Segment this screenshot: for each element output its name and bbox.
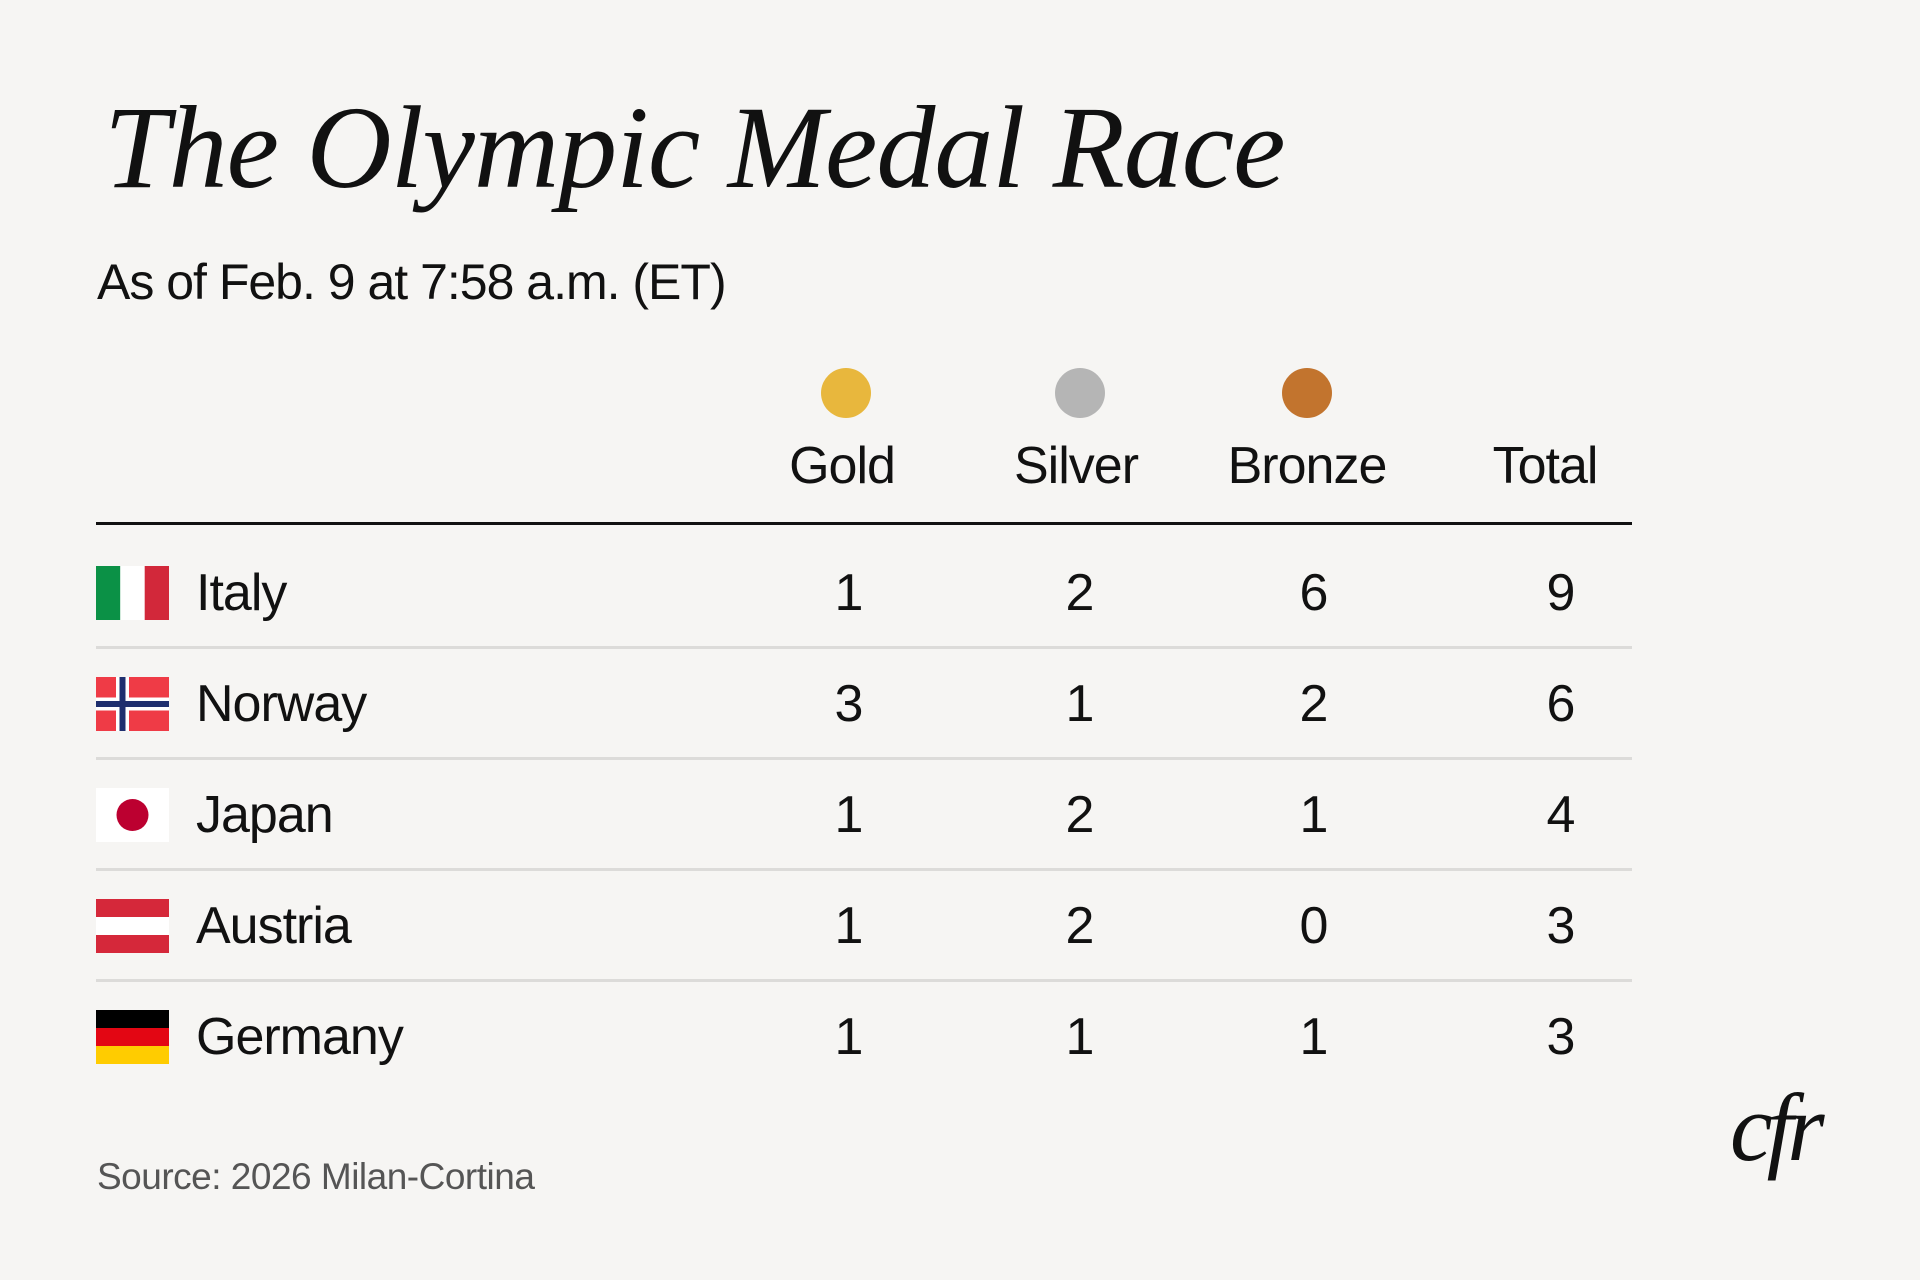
germany-flag-icon	[96, 1010, 169, 1064]
row-divider	[96, 979, 1632, 982]
header-rule	[96, 522, 1632, 525]
bronze-count: 2	[1299, 675, 1329, 733]
gold-count: 3	[834, 675, 864, 733]
column-header-bronze: Bronze	[1227, 437, 1388, 495]
row-divider	[96, 757, 1632, 760]
gold-medal-icon	[821, 368, 871, 418]
country-name: Norway	[196, 675, 367, 733]
country-name: Austria	[196, 897, 352, 955]
chart-subtitle: As of Feb. 9 at 7:58 a.m. (ET)	[97, 254, 727, 310]
silver-count: 1	[1065, 675, 1095, 733]
japan-flag-icon	[96, 788, 169, 842]
column-header-gold: Gold	[789, 437, 896, 495]
total-count: 3	[1546, 1008, 1576, 1066]
total-count: 6	[1546, 675, 1576, 733]
silver-medal-icon	[1055, 368, 1105, 418]
silver-count: 1	[1065, 1008, 1095, 1066]
norway-flag-icon	[96, 677, 169, 731]
country-name: Italy	[196, 564, 287, 622]
country-name: Germany	[196, 1008, 404, 1066]
gold-count: 1	[834, 786, 864, 844]
italy-flag-icon	[96, 566, 169, 620]
row-divider	[96, 646, 1632, 649]
country-name: Japan	[196, 786, 334, 844]
cfr-logo: cfr	[1730, 1074, 1825, 1181]
gold-count: 1	[834, 564, 864, 622]
bronze-count: 1	[1299, 786, 1329, 844]
gold-count: 1	[834, 1008, 864, 1066]
column-header-total: Total	[1492, 437, 1599, 495]
gold-count: 1	[834, 897, 864, 955]
bronze-count: 1	[1299, 1008, 1329, 1066]
bronze-count: 6	[1299, 564, 1329, 622]
bronze-count: 0	[1299, 897, 1329, 955]
chart-title: The Olympic Medal Race	[104, 82, 1286, 213]
silver-count: 2	[1065, 564, 1095, 622]
row-divider	[96, 868, 1632, 871]
silver-count: 2	[1065, 786, 1095, 844]
bronze-medal-icon	[1282, 368, 1332, 418]
total-count: 9	[1546, 564, 1576, 622]
total-count: 4	[1546, 786, 1576, 844]
total-count: 3	[1546, 897, 1576, 955]
source-note: Source: 2026 Milan-Cortina	[97, 1156, 535, 1197]
silver-count: 2	[1065, 897, 1095, 955]
column-header-silver: Silver	[1013, 437, 1139, 495]
austria-flag-icon	[96, 899, 169, 953]
